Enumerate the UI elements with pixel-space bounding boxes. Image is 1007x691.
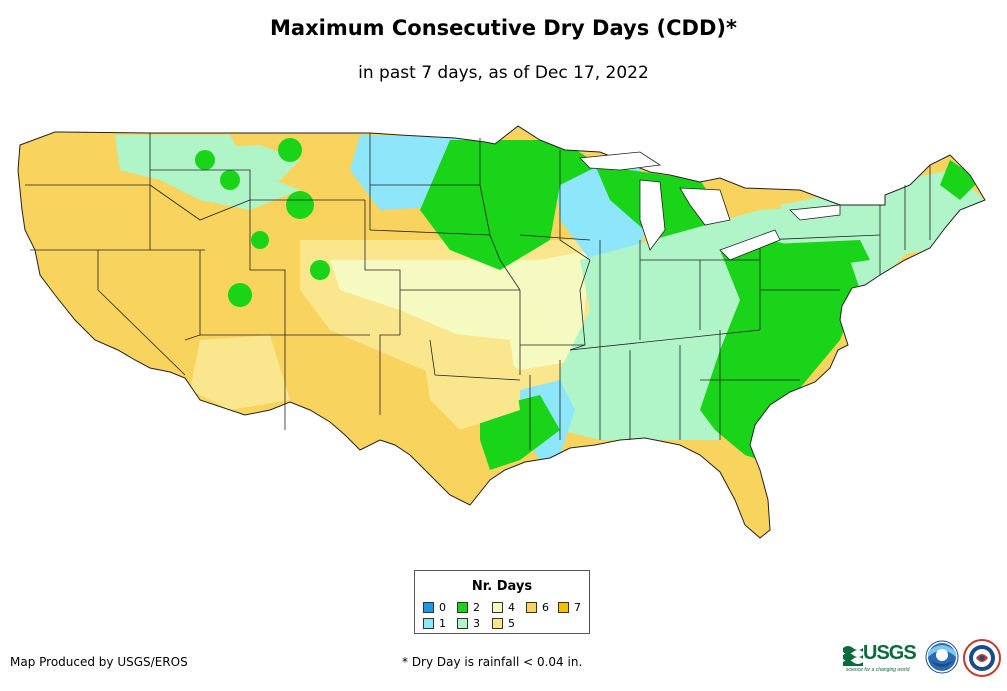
legend-item-5: 5 [492,618,515,630]
legend-item-2: 2 [457,602,480,614]
legend-item-3: 3 [457,618,480,630]
usgs-tagline: science for a changing world [846,667,910,673]
usgs-wave-icon [843,646,863,666]
legend: Nr. Days 0 1 2 3 4 5 6 7 [414,570,590,634]
usgs-wordmark: USGS [863,642,917,664]
legend-item-1: 1 [423,618,446,630]
great-lakes [579,151,841,261]
legend-item-0: 0 [423,602,446,614]
nws-logo-icon [963,639,1001,677]
legend-swatch-2 [457,602,468,613]
us-cdd-map [17,125,986,539]
legend-swatch-3 [457,618,468,629]
legend-title: Nr. Days [471,579,533,594]
precip-regions [18,126,985,538]
legend-item-7: 7 [558,602,581,614]
legend-item-4: 4 [492,602,515,614]
map-title: Maximum Consecutive Dry Days (CDD)* [270,16,737,40]
legend-swatch-7 [558,602,569,613]
legend-swatch-5 [492,618,503,629]
noaa-logo-icon [925,640,959,674]
legend-swatch-4 [492,602,503,613]
usgs-logo: USGS science for a changing world [843,640,921,678]
legend-swatch-6 [526,602,537,613]
producer-credit: Map Produced by USGS/EROS [10,655,188,669]
map-subtitle: in past 7 days, as of Dec 17, 2022 [358,63,649,83]
legend-swatch-1 [423,618,434,629]
state-boundaries [17,125,986,539]
legend-item-6: 6 [526,602,549,614]
dry-day-footnote: * Dry Day is rainfall < 0.04 in. [402,655,583,669]
legend-swatch-0 [423,602,434,613]
